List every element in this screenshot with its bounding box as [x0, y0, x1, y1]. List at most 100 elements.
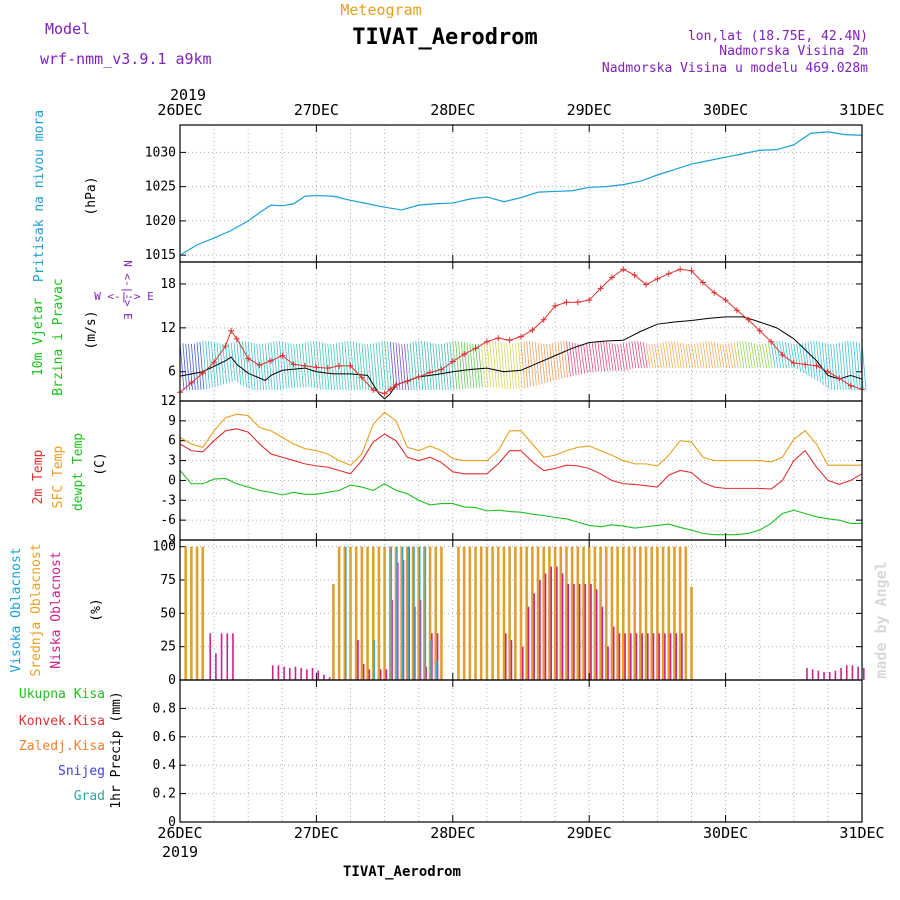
wind-hatch-mark	[568, 341, 574, 377]
wind-max-marker	[665, 270, 672, 277]
wind-max-marker	[779, 351, 786, 358]
wind-hatch-mark	[861, 343, 867, 391]
wind-hatch-mark	[719, 343, 725, 369]
wind-hatch-mark	[281, 341, 287, 389]
wind-hatch-mark	[799, 343, 804, 373]
cloud-bar-cloud_mid	[354, 546, 358, 680]
cloud-bar-cloud_low	[584, 584, 587, 680]
wind-hatch-mark	[631, 341, 637, 369]
cloud-bar-cloud_mid	[184, 546, 187, 680]
footer-station: TIVAT_Aerodrom	[343, 864, 461, 880]
wind-hatch-mark	[810, 341, 816, 380]
wind-hatch-mark	[549, 343, 554, 382]
wind-hatch-mark	[730, 342, 736, 369]
year-bottom: 2019	[162, 843, 198, 861]
cloud-bar-cloud_mid	[434, 546, 438, 680]
wind-hatch-mark	[784, 341, 790, 369]
cloud-bar-cloud_low	[675, 633, 678, 680]
wind-hatch-mark	[654, 343, 659, 369]
wind-hatch-mark	[304, 342, 310, 388]
wind-hatch-mark	[196, 342, 202, 390]
chart-panels: 1015 1020 1025 1030 2 6 12 18 -9 -6 -3 0 3 6 9 12 0 25 50 7…	[145, 124, 867, 830]
wind-hatch-mark	[705, 340, 711, 369]
wind-hatch-mark	[378, 341, 384, 391]
wind-hatch-mark	[492, 340, 497, 388]
x-tick-label-top: 26DEC	[157, 101, 202, 119]
wind-hatch-mark	[514, 343, 520, 389]
x-tick-label-top: 31DEC	[839, 101, 884, 119]
cloud-bar-cloud_low	[817, 670, 820, 680]
wind-max-marker	[290, 361, 297, 368]
y-tick-label: -9	[160, 533, 176, 548]
wind-max-marker	[233, 335, 240, 342]
cloud-bar-cloud_mid	[190, 546, 193, 680]
wind-hatch-mark	[688, 343, 694, 369]
wind-max-marker	[620, 266, 627, 273]
wind-max-marker	[790, 359, 797, 366]
cloud-bar-cloud_low	[550, 566, 553, 680]
cloud-bar-cloud_mid	[525, 546, 528, 680]
cloud-bar-cloud_mid	[388, 546, 392, 680]
x-tick-label-bottom: 28DEC	[430, 824, 475, 842]
wind-max-marker	[824, 368, 831, 375]
wind-hatch-mark	[179, 342, 185, 391]
wind-hatch-mark	[273, 341, 279, 391]
x-tick-label-top: 28DEC	[430, 101, 475, 119]
wind-hatch-mark	[813, 340, 819, 382]
cloud-bar-cloud_mid	[633, 546, 636, 680]
wind-hatch-mark	[585, 343, 591, 373]
cloud-bar-cloud_low	[601, 606, 604, 680]
y-tick-label: 100	[153, 540, 176, 555]
wind-max-marker	[643, 281, 650, 288]
wind-hatch-mark	[850, 341, 856, 391]
cloud-bar-cloud_low	[436, 633, 439, 680]
cloud-bar-cloud_low	[624, 633, 626, 680]
wind-hatch-mark	[645, 342, 651, 369]
precip-label-total: Ukupna Kisa	[19, 687, 105, 702]
cloud-bar-cloud_low	[607, 646, 609, 680]
cloud-bar-cloud_mid	[622, 546, 625, 680]
cloud-bar-cloud_mid	[508, 546, 511, 680]
wind-hatch-mark	[557, 341, 563, 379]
cloud-bar-cloud_mid	[616, 546, 619, 680]
wind-hatch-mark	[327, 343, 333, 391]
cloud-ylabel-mid: Srednja Oblacnost	[29, 543, 44, 676]
wind-hatch-mark	[531, 341, 537, 386]
x-tick-label-top: 30DEC	[703, 101, 748, 119]
cloud-bar-cloud_low	[379, 669, 382, 680]
cloud-bar-cloud_mid	[479, 546, 483, 680]
wind-hatch-mark	[202, 341, 208, 390]
y-tick-label: 0	[168, 815, 176, 830]
wind-hatch-mark	[591, 342, 597, 372]
wind-hatch-mark	[418, 341, 424, 391]
cloud-bar-cloud_mid	[462, 546, 466, 680]
wind-hatch-mark	[409, 342, 415, 391]
wind-hatch-mark	[759, 343, 765, 369]
wind-hatch-mark	[603, 341, 608, 372]
temp-ylabel-2m: 2m Temp	[31, 449, 46, 504]
cloud-bar-cloud_low	[840, 668, 842, 680]
cloud-bar-cloud_low	[618, 633, 621, 680]
cloud-bar-cloud_low	[317, 670, 319, 680]
wind-hatch-mark	[301, 343, 307, 388]
panel-frame	[179, 679, 863, 823]
wind-max-marker	[228, 327, 235, 334]
wind-max-marker	[540, 316, 547, 323]
cloud-bar-cloud_mid	[457, 546, 460, 680]
y-tick-label: 6	[168, 365, 176, 380]
pressure-ylabel: Pritisak na nivou mora	[32, 110, 47, 282]
wind-hatch-mark	[762, 343, 767, 369]
temperature-line-tdew	[179, 470, 862, 536]
x-tick-label-bottom: 27DEC	[294, 824, 339, 842]
cloud-bar-cloud_low	[300, 668, 302, 680]
cloud-bar-cloud_mid	[468, 546, 472, 680]
x-tick-label-bottom: 30DEC	[703, 824, 748, 842]
cloud-bar-cloud_mid	[360, 546, 364, 680]
wind-hatch-mark	[193, 343, 199, 391]
y-tick-label: 9	[168, 414, 176, 429]
wind-hatch-mark	[583, 343, 588, 373]
wind-hatch-mark	[696, 342, 702, 369]
wind-hatch-mark	[517, 342, 523, 389]
cloud-bar-cloud_mid	[548, 546, 551, 680]
